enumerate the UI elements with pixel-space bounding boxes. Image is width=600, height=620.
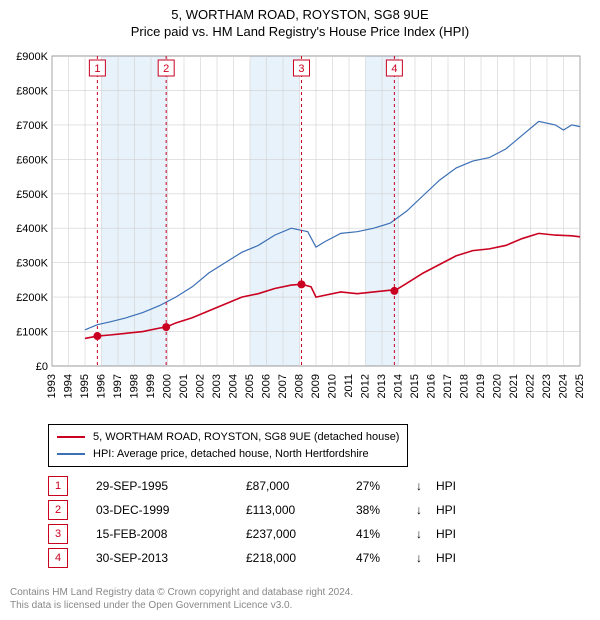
svg-text:1997: 1997	[112, 374, 124, 398]
svg-text:2005: 2005	[244, 374, 256, 398]
sale-date: 03-DEC-1999	[96, 503, 246, 517]
svg-text:2012: 2012	[360, 374, 372, 398]
sale-marker-number: 2	[48, 500, 68, 520]
sale-price: £113,000	[246, 503, 356, 517]
sale-pct: 27%	[356, 479, 416, 493]
svg-text:2014: 2014	[393, 374, 405, 398]
svg-text:2001: 2001	[178, 374, 190, 398]
svg-text:1999: 1999	[145, 374, 157, 398]
svg-text:2013: 2013	[376, 374, 388, 398]
chart-area: £0 £100K £200K £300K £400K £500K £600K £700K £80…	[10, 46, 590, 416]
sale-marker-number: 4	[48, 548, 68, 568]
svg-text:2007: 2007	[277, 374, 289, 398]
svg-text:2020: 2020	[492, 374, 504, 398]
chart-title-line1: 5, WORTHAM ROAD, ROYSTON, SG8 9UE	[0, 0, 600, 24]
footnote-line1: Contains HM Land Registry data © Crown c…	[10, 586, 353, 599]
svg-text:£300K: £300K	[16, 258, 48, 270]
svg-text:2021: 2021	[508, 374, 520, 398]
svg-text:2004: 2004	[228, 374, 240, 398]
svg-text:2003: 2003	[211, 374, 223, 398]
sale-date: 15-FEB-2008	[96, 527, 246, 541]
svg-text:1994: 1994	[63, 374, 75, 398]
svg-text:1996: 1996	[96, 374, 108, 398]
table-row: 1 29-SEP-1995£87,00027%↓HPI	[48, 474, 476, 498]
svg-text:2015: 2015	[409, 374, 421, 398]
legend-swatch	[57, 436, 85, 438]
svg-text:2018: 2018	[459, 374, 471, 398]
down-arrow-icon: ↓	[416, 479, 436, 493]
sale-pct: 47%	[356, 551, 416, 565]
page-container: 5, WORTHAM ROAD, ROYSTON, SG8 9UE Price …	[0, 0, 600, 620]
svg-text:3: 3	[298, 63, 304, 75]
table-row: 4 30-SEP-2013£218,00047%↓HPI	[48, 546, 476, 570]
legend-label: HPI: Average price, detached house, Nort…	[93, 446, 369, 463]
svg-text:2019: 2019	[475, 374, 487, 398]
svg-text:£200K: £200K	[16, 292, 48, 304]
down-arrow-icon: ↓	[416, 503, 436, 517]
svg-text:2024: 2024	[558, 374, 570, 398]
chart-legend: 5, WORTHAM ROAD, ROYSTON, SG8 9UE (detac…	[48, 424, 408, 467]
sale-marker-number: 3	[48, 524, 68, 544]
sale-hpi-label: HPI	[436, 503, 476, 517]
svg-text:£0: £0	[36, 361, 48, 373]
sale-hpi-label: HPI	[436, 479, 476, 493]
svg-text:2016: 2016	[426, 374, 438, 398]
svg-text:2008: 2008	[294, 374, 306, 398]
sale-marker-number: 1	[48, 476, 68, 496]
svg-text:4: 4	[391, 63, 397, 75]
svg-text:1998: 1998	[129, 374, 141, 398]
sale-hpi-label: HPI	[436, 527, 476, 541]
svg-text:2010: 2010	[327, 374, 339, 398]
legend-label: 5, WORTHAM ROAD, ROYSTON, SG8 9UE (detac…	[93, 429, 399, 446]
svg-text:£400K: £400K	[16, 223, 48, 235]
table-row: 3 15-FEB-2008£237,00041%↓HPI	[48, 522, 476, 546]
sale-price: £218,000	[246, 551, 356, 565]
svg-text:2002: 2002	[195, 374, 207, 398]
svg-text:2006: 2006	[261, 374, 273, 398]
svg-text:£800K: £800K	[16, 85, 48, 97]
svg-text:£500K: £500K	[16, 189, 48, 201]
svg-text:2023: 2023	[541, 374, 553, 398]
svg-text:£100K: £100K	[16, 327, 48, 339]
legend-item: HPI: Average price, detached house, Nort…	[57, 446, 399, 463]
svg-text:2017: 2017	[442, 374, 454, 398]
svg-text:2: 2	[163, 63, 169, 75]
chart-title-line2: Price paid vs. HM Land Registry's House …	[0, 24, 600, 39]
table-row: 2 03-DEC-1999£113,00038%↓HPI	[48, 498, 476, 522]
svg-text:1993: 1993	[46, 374, 58, 398]
sale-price: £237,000	[246, 527, 356, 541]
down-arrow-icon: ↓	[416, 527, 436, 541]
svg-text:2022: 2022	[525, 374, 537, 398]
svg-text:2025: 2025	[574, 374, 586, 398]
sale-price: £87,000	[246, 479, 356, 493]
svg-text:£600K: £600K	[16, 154, 48, 166]
sale-date: 30-SEP-2013	[96, 551, 246, 565]
svg-text:2000: 2000	[162, 374, 174, 398]
sale-date: 29-SEP-1995	[96, 479, 246, 493]
sale-hpi-label: HPI	[436, 551, 476, 565]
legend-item: 5, WORTHAM ROAD, ROYSTON, SG8 9UE (detac…	[57, 429, 399, 446]
svg-text:1: 1	[94, 63, 100, 75]
sale-pct: 38%	[356, 503, 416, 517]
sale-pct: 41%	[356, 527, 416, 541]
footnote: Contains HM Land Registry data © Crown c…	[10, 586, 353, 612]
sales-table: 129-SEP-1995£87,00027%↓HPI203-DEC-1999£1…	[48, 474, 476, 570]
footnote-line2: This data is licensed under the Open Gov…	[10, 599, 353, 612]
down-arrow-icon: ↓	[416, 551, 436, 565]
svg-text:£900K: £900K	[16, 51, 48, 63]
svg-text:2009: 2009	[310, 374, 322, 398]
chart-svg: £0 £100K £200K £300K £400K £500K £600K £700K £80…	[10, 46, 590, 416]
svg-text:1995: 1995	[79, 374, 91, 398]
svg-text:£700K: £700K	[16, 120, 48, 132]
legend-swatch	[57, 453, 85, 455]
svg-text:2011: 2011	[343, 374, 355, 398]
